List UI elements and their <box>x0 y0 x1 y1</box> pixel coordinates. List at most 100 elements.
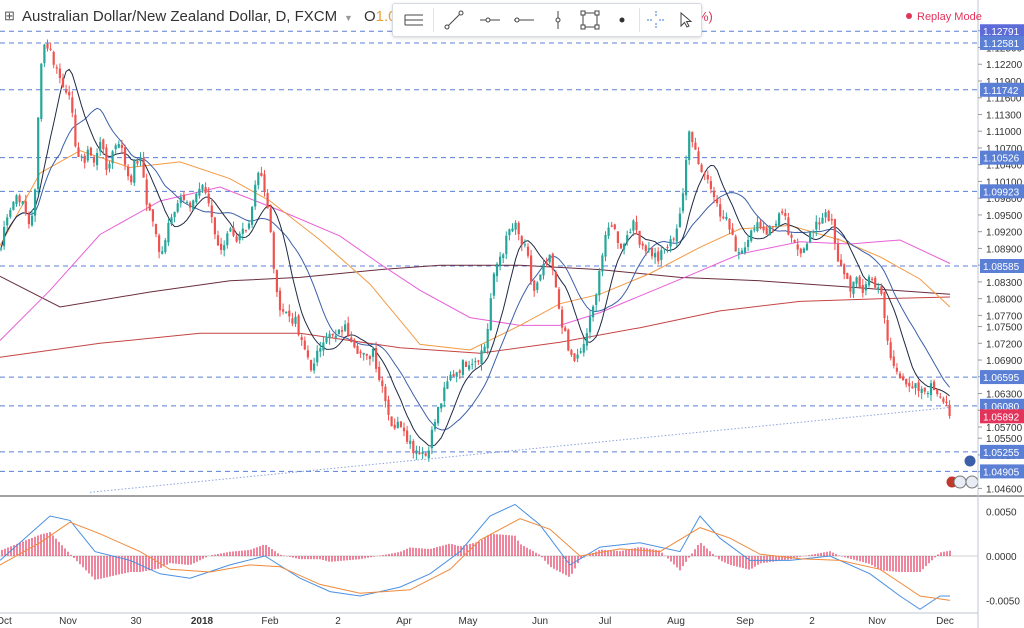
candle-body[interactable] <box>145 179 148 205</box>
candle-body[interactable] <box>511 228 514 232</box>
candle-body[interactable] <box>678 213 681 228</box>
event-flag-icon[interactable] <box>965 475 979 489</box>
candle-body[interactable] <box>161 251 164 254</box>
candle-body[interactable] <box>920 388 923 394</box>
candle-body[interactable] <box>440 403 443 409</box>
candle-body[interactable] <box>802 248 805 253</box>
candle-body[interactable] <box>368 356 371 360</box>
candle-body[interactable] <box>412 441 415 454</box>
candle-body[interactable] <box>210 205 213 218</box>
candle-body[interactable] <box>142 158 145 178</box>
candle-body[interactable] <box>207 193 210 204</box>
event-flag-icon[interactable] <box>963 454 977 468</box>
candle-body[interactable] <box>80 156 83 158</box>
candle-body[interactable] <box>836 244 840 262</box>
candle-body[interactable] <box>557 289 561 309</box>
candle-body[interactable] <box>55 67 58 69</box>
candle-body[interactable] <box>226 233 229 246</box>
candle-body[interactable] <box>359 351 362 354</box>
candle-body[interactable] <box>616 231 619 243</box>
candle-body[interactable] <box>706 174 709 180</box>
candle-body[interactable] <box>945 401 948 404</box>
candle-body[interactable] <box>83 155 86 163</box>
candle-body[interactable] <box>877 287 880 289</box>
candle-body[interactable] <box>852 281 855 295</box>
candle-body[interactable] <box>74 114 77 147</box>
candle-body[interactable] <box>725 216 728 220</box>
price-axis[interactable]: 1.128001.125001.122001.119001.116001.113… <box>977 0 1024 628</box>
candle-body[interactable] <box>399 421 402 427</box>
candle-body[interactable] <box>316 350 319 363</box>
candle-body[interactable] <box>216 235 220 246</box>
candle-body[interactable] <box>464 361 468 368</box>
candle-body[interactable] <box>737 252 740 254</box>
candle-body[interactable] <box>681 193 685 212</box>
candle-body[interactable] <box>666 247 669 249</box>
candle-body[interactable] <box>809 232 812 243</box>
candle-body[interactable] <box>3 226 6 247</box>
candle-body[interactable] <box>911 386 914 389</box>
candle-body[interactable] <box>247 223 251 229</box>
candle-body[interactable] <box>430 429 433 449</box>
candle-body[interactable] <box>390 416 393 427</box>
candle-body[interactable] <box>756 222 759 232</box>
candle-body[interactable] <box>30 215 34 226</box>
candle-body[interactable] <box>396 421 399 428</box>
candle-body[interactable] <box>238 233 241 241</box>
candle-body[interactable] <box>362 352 365 355</box>
candle-body[interactable] <box>533 280 536 291</box>
candle-body[interactable] <box>483 346 486 353</box>
candle-body[interactable] <box>254 184 257 207</box>
candle-body[interactable] <box>805 243 809 250</box>
candle-body[interactable] <box>15 195 18 205</box>
candle-body[interactable] <box>771 226 774 228</box>
candle-body[interactable] <box>858 276 861 288</box>
candle-body[interactable] <box>418 452 421 455</box>
candle-body[interactable] <box>610 225 613 227</box>
candle-body[interactable] <box>455 372 458 377</box>
vertical-line-icon[interactable] <box>543 6 573 34</box>
candle-body[interactable] <box>712 190 716 198</box>
candle-body[interactable] <box>545 262 548 264</box>
candle-body[interactable] <box>198 188 201 196</box>
candle-body[interactable] <box>827 211 830 222</box>
candle-body[interactable] <box>867 276 871 286</box>
candle-body[interactable] <box>437 407 440 424</box>
candle-body[interactable] <box>855 277 858 284</box>
candle-body[interactable] <box>933 381 936 390</box>
candle-body[interactable] <box>99 141 102 152</box>
candle-body[interactable] <box>136 161 139 164</box>
trendline[interactable] <box>89 406 951 493</box>
candle-body[interactable] <box>942 398 945 403</box>
candle-body[interactable] <box>170 217 173 225</box>
candle-body[interactable] <box>251 207 254 225</box>
candle-body[interactable] <box>747 240 750 247</box>
candle-body[interactable] <box>613 224 616 229</box>
candle-body[interactable] <box>495 263 499 277</box>
candle-body[interactable] <box>461 360 464 375</box>
candle-body[interactable] <box>176 203 179 212</box>
candle-body[interactable] <box>889 342 892 359</box>
candle-body[interactable] <box>458 370 461 373</box>
candle-body[interactable] <box>530 255 533 282</box>
candle-body[interactable] <box>548 254 551 263</box>
candle-body[interactable] <box>68 91 71 96</box>
candle-body[interactable] <box>719 204 722 217</box>
rectangle-icon[interactable] <box>575 6 605 34</box>
candle-body[interactable] <box>722 216 725 219</box>
candle-body[interactable] <box>526 246 530 256</box>
candle-body[interactable] <box>716 198 719 204</box>
candle-body[interactable] <box>585 333 588 346</box>
candle-body[interactable] <box>821 217 824 224</box>
candle-body[interactable] <box>86 149 89 161</box>
candle-body[interactable] <box>923 387 926 392</box>
candle-body[interactable] <box>592 306 595 318</box>
candle-body[interactable] <box>629 231 632 233</box>
candle-body[interactable] <box>46 43 49 49</box>
candle-body[interactable] <box>641 243 644 246</box>
candle-body[interactable] <box>774 223 778 226</box>
trend-line-icon[interactable] <box>439 6 469 34</box>
candle-body[interactable] <box>334 335 337 338</box>
candle-body[interactable] <box>18 195 21 203</box>
candle-body[interactable] <box>675 228 678 242</box>
